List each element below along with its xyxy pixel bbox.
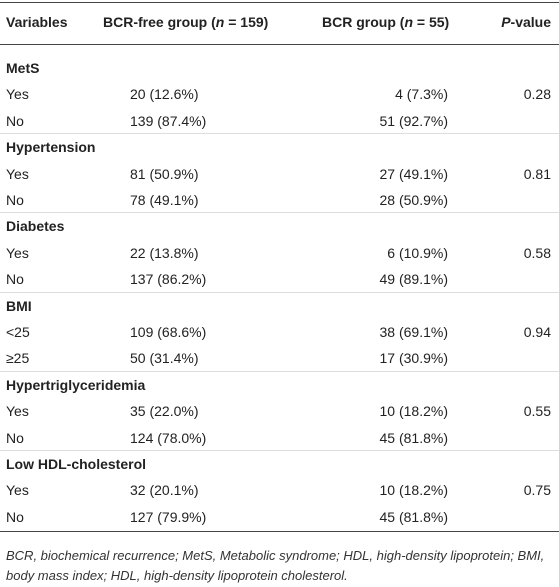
cell: 139 (87.4%) xyxy=(130,112,207,129)
p-value: 0.55 xyxy=(523,403,551,420)
row-label: No xyxy=(6,508,24,525)
cell: 27 (49.1%) xyxy=(379,165,448,182)
cell: 124 (78.0%) xyxy=(130,429,207,446)
row-label: No xyxy=(6,112,24,129)
row-rule xyxy=(0,291,559,293)
cell: 4 (7.3%) xyxy=(395,86,448,103)
footnote: BCR, biochemical recurrence; MetS, Metab… xyxy=(6,548,545,583)
section-name: Low HDL-cholesterol xyxy=(6,456,147,472)
cell: 137 (86.2%) xyxy=(130,271,207,288)
cell: 78 (49.1%) xyxy=(130,192,199,208)
header-text: = 159) xyxy=(224,14,269,30)
section-name: MetS xyxy=(6,60,40,76)
header-cell: BCR-free group (n = 159) xyxy=(103,13,268,31)
cell: 10 (18.2%) xyxy=(379,482,448,499)
cell: 127 (79.9%) xyxy=(130,508,207,525)
p-value: 0.94 xyxy=(523,324,551,340)
p-value: 0.58 xyxy=(523,244,551,261)
row-label: Yes xyxy=(6,165,29,182)
cell: 51 (92.7%) xyxy=(379,112,448,129)
row-label: Yes xyxy=(6,244,29,261)
row-rule xyxy=(0,133,559,135)
cell: 35 (22.0%) xyxy=(130,403,199,420)
cell: 45 (81.8%) xyxy=(379,429,448,446)
cell: 28 (50.9%) xyxy=(379,192,448,208)
cell: 6 (10.9%) xyxy=(387,244,448,261)
row-rule xyxy=(0,450,559,451)
header-text: n xyxy=(215,14,225,30)
row-rule xyxy=(0,212,559,214)
cell: 10 (18.2%) xyxy=(379,403,448,420)
row-rule xyxy=(0,370,559,372)
header-text: BCR group ( xyxy=(322,14,405,30)
p-value: 0.28 xyxy=(523,86,551,103)
header-cell: Variables xyxy=(6,14,68,30)
cell: 38 (69.1%) xyxy=(379,324,448,340)
row-label: Yes xyxy=(6,86,29,103)
header-text: -value xyxy=(510,14,551,30)
section-name: Hypertension xyxy=(6,139,96,156)
row-label: <25 xyxy=(6,324,30,340)
rule xyxy=(0,531,559,532)
rule xyxy=(0,44,559,45)
row-label: No xyxy=(6,192,24,208)
cell: 20 (12.6%) xyxy=(130,86,199,103)
header-text: n xyxy=(404,14,413,30)
header-text: BCR-free group ( xyxy=(103,14,216,30)
p-value: 0.81 xyxy=(523,165,551,182)
header-text: = 55) xyxy=(413,14,450,30)
row-label: No xyxy=(6,429,24,446)
header-text: P xyxy=(501,14,511,30)
cell: 32 (20.1%) xyxy=(130,482,199,499)
cell: 45 (81.8%) xyxy=(379,508,448,525)
cell: 109 (68.6%) xyxy=(130,324,207,340)
row-label: ≥25 xyxy=(6,350,30,367)
header-cell: BCR group (n = 55) xyxy=(322,13,449,31)
p-value: 0.75 xyxy=(523,482,551,499)
section-name: BMI xyxy=(6,297,32,314)
section-name: Hypertriglyceridemia xyxy=(6,376,146,393)
cell: 50 (31.4%) xyxy=(130,350,199,367)
cell: 22 (13.8%) xyxy=(130,244,199,261)
row-label: Yes xyxy=(6,403,29,420)
row-label: Yes xyxy=(6,482,29,499)
cell: 17 (30.9%) xyxy=(379,350,448,367)
cell: 49 (89.1%) xyxy=(379,271,448,288)
rule xyxy=(0,2,559,3)
cell: 81 (50.9%) xyxy=(130,165,199,182)
header-cell: P-value xyxy=(501,13,551,31)
section-name: Diabetes xyxy=(6,218,65,235)
row-label: No xyxy=(6,271,24,288)
